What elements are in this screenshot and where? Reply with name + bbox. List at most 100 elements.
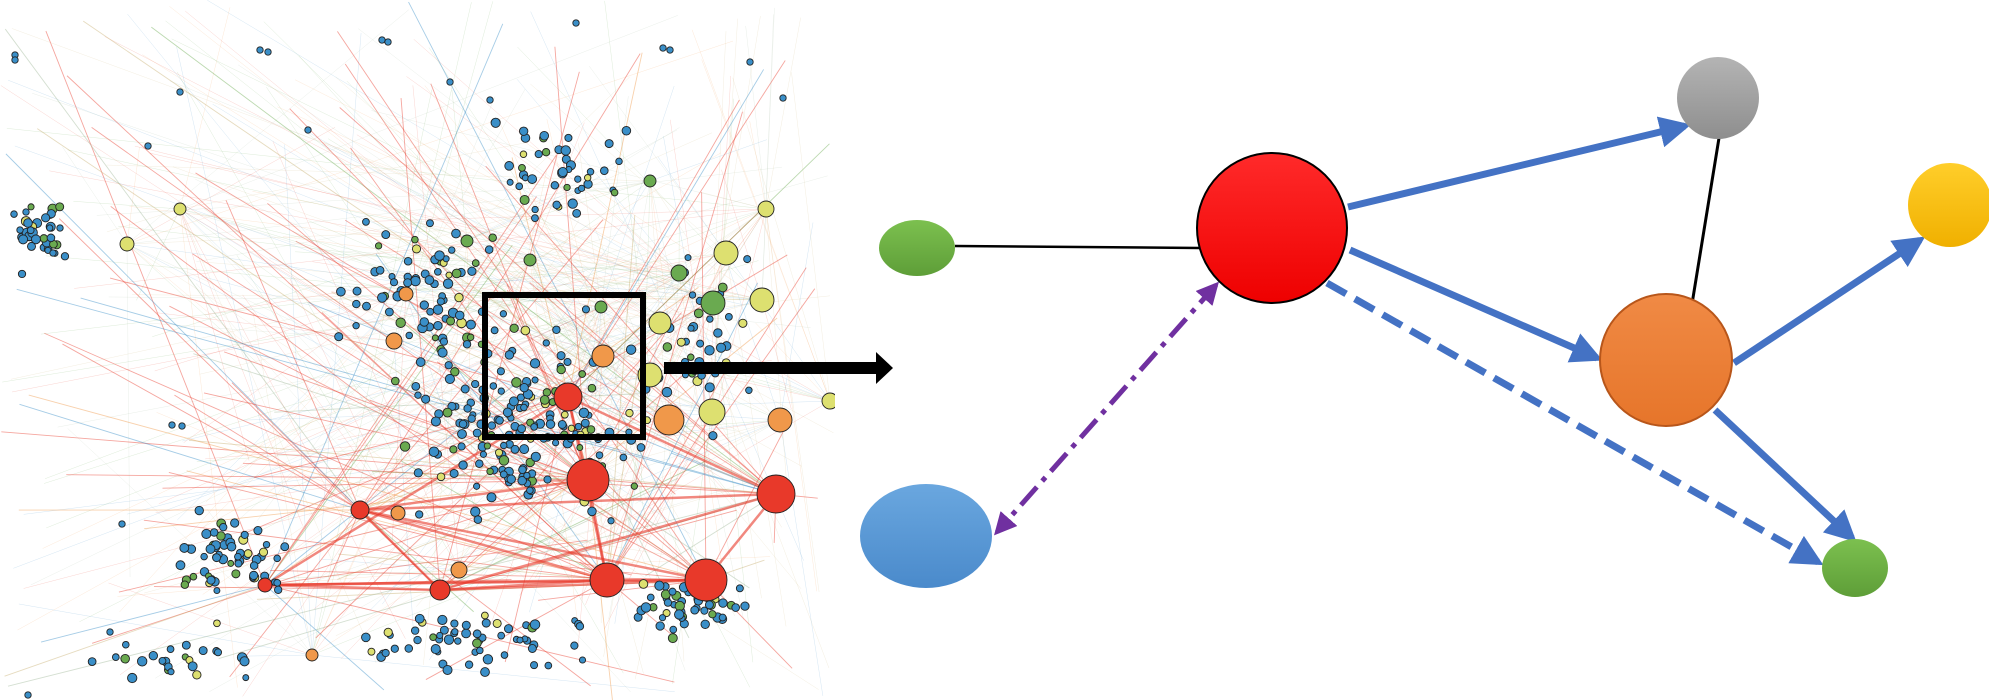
network-edge	[678, 272, 804, 561]
network-node	[429, 633, 437, 642]
network-node	[472, 638, 482, 649]
network-edge	[294, 79, 680, 274]
network-edge	[91, 127, 589, 481]
network-node	[227, 559, 235, 567]
network-node	[445, 271, 453, 279]
network-node	[523, 253, 537, 267]
network-node	[498, 455, 510, 466]
network-edge	[431, 203, 604, 357]
network-node	[55, 202, 65, 212]
network-edge	[126, 147, 140, 245]
network-node	[687, 353, 695, 361]
network-node	[46, 233, 56, 243]
network-node	[625, 344, 637, 355]
network-node	[519, 194, 530, 205]
network-edge	[406, 76, 680, 274]
network-edge	[765, 208, 788, 495]
network-node	[167, 668, 175, 676]
network-edge	[339, 107, 777, 495]
edge-green-left-red-hub	[954, 244, 1201, 250]
network-edge	[177, 293, 407, 521]
network-node	[411, 244, 422, 254]
network-node	[374, 242, 383, 250]
network-edge	[761, 299, 792, 410]
network-node	[578, 656, 587, 664]
network-node	[481, 611, 489, 620]
network-node	[242, 674, 250, 682]
network-edge	[529, 122, 585, 261]
network-edge	[372, 471, 589, 481]
network-node	[404, 644, 414, 653]
network-edge	[340, 250, 680, 274]
network-node	[137, 656, 148, 667]
network-edge	[530, 83, 727, 254]
network-node	[610, 188, 619, 197]
network-edge	[119, 272, 680, 676]
network-edge	[458, 556, 771, 571]
network-edge	[252, 191, 680, 274]
network-node	[661, 386, 673, 398]
network-edge	[12, 252, 727, 393]
network-edge	[204, 208, 395, 342]
network-node	[621, 125, 632, 136]
zoom-arrow	[664, 352, 893, 384]
network-edge	[356, 134, 661, 324]
network-node	[189, 572, 198, 581]
network-node	[700, 606, 709, 615]
network-edge	[314, 302, 714, 609]
network-edge	[169, 6, 468, 242]
network-edge	[126, 127, 336, 245]
network-edge	[435, 374, 651, 394]
network-node	[41, 213, 51, 223]
network-edge	[506, 283, 589, 481]
network-edge	[45, 255, 602, 308]
network-edge	[174, 394, 361, 511]
network-edge	[45, 30, 266, 586]
network-edge	[606, 111, 743, 581]
network-node	[334, 332, 344, 342]
network-node	[484, 245, 494, 254]
network-edge	[428, 272, 680, 661]
network-edge	[49, 170, 531, 261]
network-node	[476, 646, 484, 655]
network-node	[194, 505, 204, 516]
network-edge	[375, 253, 608, 581]
network-edge	[4, 28, 361, 511]
network-node	[486, 467, 494, 476]
network-edge	[188, 439, 777, 495]
network-node	[436, 297, 445, 306]
network-node	[509, 323, 519, 333]
network-node	[381, 648, 390, 658]
network-edge	[179, 208, 433, 269]
network-node	[504, 350, 515, 360]
network-edge	[108, 296, 714, 304]
network-edge	[429, 189, 714, 304]
network-node	[600, 166, 609, 176]
network-node	[411, 235, 419, 244]
network-edge	[264, 23, 504, 586]
network-edge	[40, 584, 266, 643]
network-node	[458, 460, 468, 470]
network-edge	[732, 77, 831, 402]
network-edge	[466, 129, 678, 242]
network-edge	[179, 208, 454, 480]
network-node	[31, 234, 41, 245]
network-edge	[126, 166, 783, 245]
network-edge	[321, 558, 460, 571]
network-edge	[229, 509, 361, 678]
network-node	[119, 236, 135, 252]
network-node	[216, 531, 226, 541]
network-node	[122, 640, 130, 649]
network-edge	[457, 374, 651, 603]
network-node	[473, 515, 483, 524]
network-edge	[678, 272, 830, 669]
network-edge	[507, 289, 589, 481]
network-node	[362, 218, 370, 226]
network-edge	[636, 287, 831, 402]
network-node	[595, 451, 604, 460]
network-node	[516, 636, 524, 644]
network-edge	[601, 208, 767, 436]
network-node	[473, 482, 481, 490]
network-node	[716, 342, 727, 353]
network-node	[239, 656, 250, 667]
